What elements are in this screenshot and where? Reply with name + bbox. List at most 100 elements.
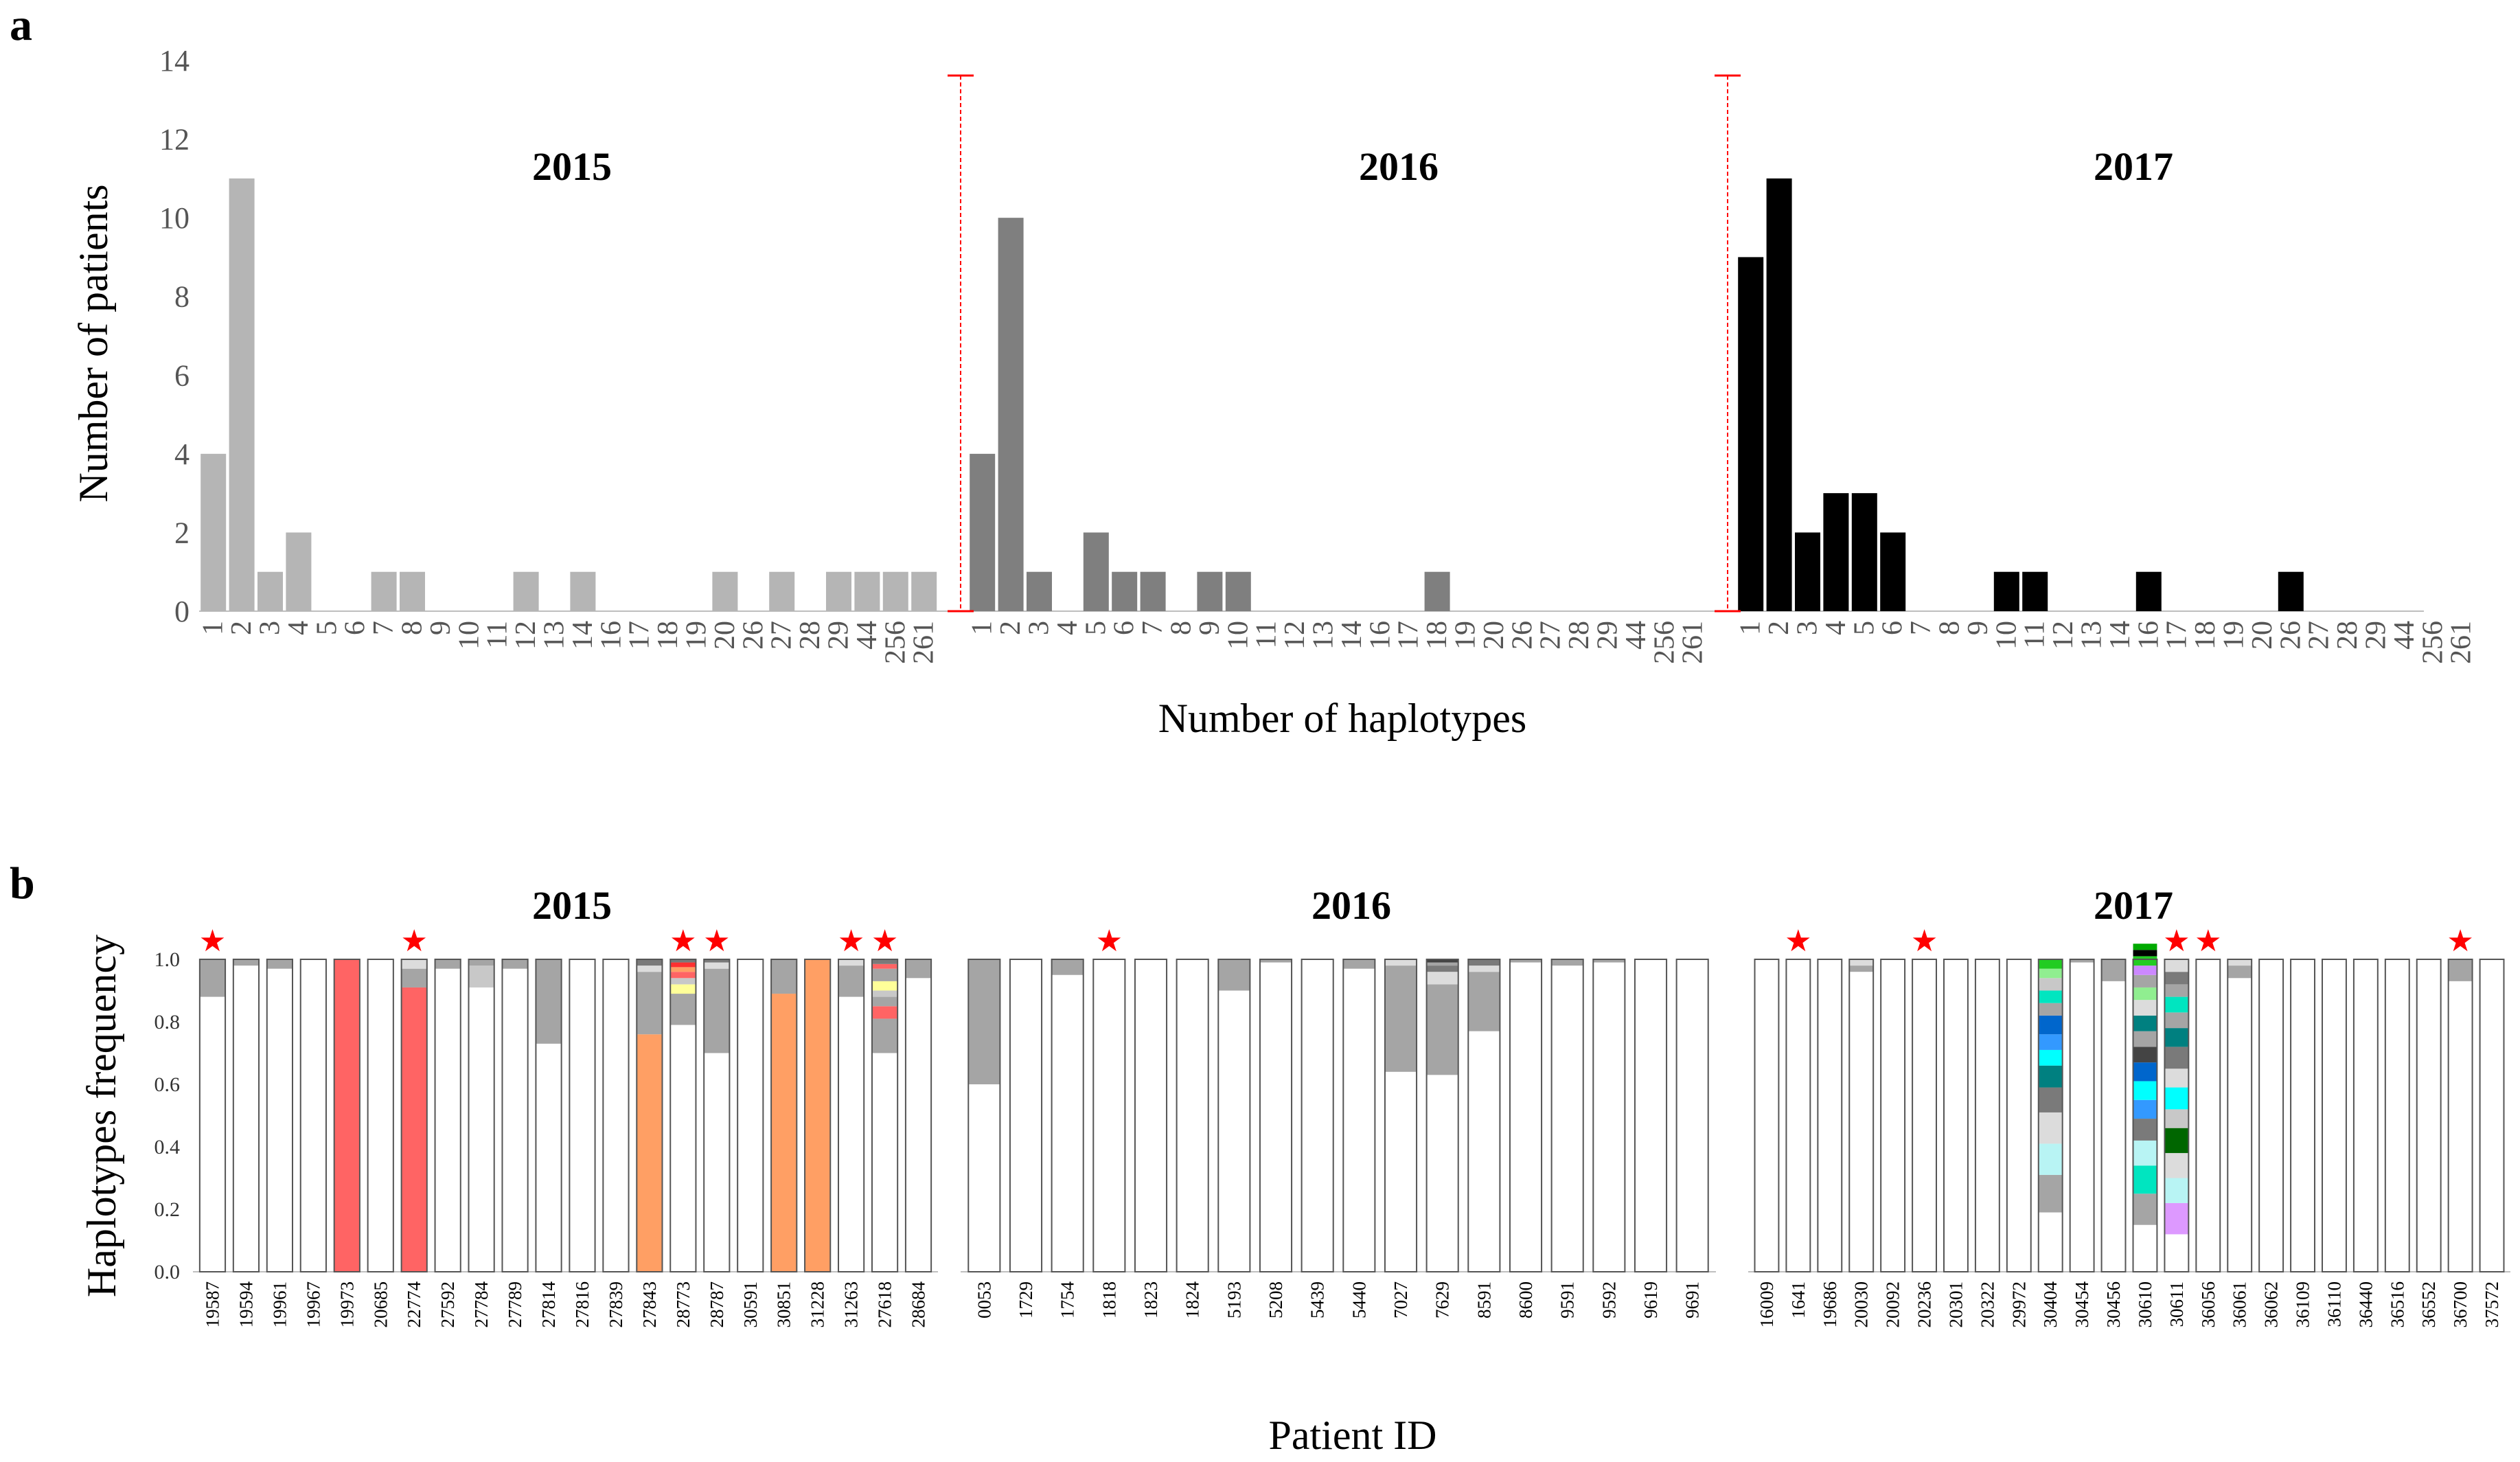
panel-b-patient-id: 19686 xyxy=(1820,1281,1840,1328)
panel-b-bar-segment xyxy=(2448,981,2473,1272)
panel-b-patient-id: 27618 xyxy=(875,1281,895,1328)
panel-b-y-tick-label: 0.6 xyxy=(154,1073,181,1096)
panel-a-x-tick-label: 26 xyxy=(2275,621,2306,650)
panel-b-bar-segment xyxy=(2385,959,2409,1272)
panel-a-x-tick-label: 18 xyxy=(1421,621,1453,650)
panel-b-bar-segment xyxy=(838,996,864,1272)
panel-b-bar-segment xyxy=(199,996,226,1272)
panel-b-bar-segment xyxy=(2164,1202,2189,1235)
panel-b-bar-segment xyxy=(2164,1128,2189,1154)
panel-a-x-tick-label: 9 xyxy=(1194,621,1226,635)
panel-b-bar-outline xyxy=(1675,959,1709,1272)
panel-b-bar-segment xyxy=(637,966,663,972)
panel-b-bar-outline xyxy=(2164,959,2190,1272)
panel-b-patient-id: 36061 xyxy=(2230,1281,2250,1328)
panel-b-bar-segment xyxy=(2322,959,2346,1272)
panel-b-bar-outline xyxy=(1509,959,1543,1272)
panel-a-x-tick-label: 2 xyxy=(226,621,257,635)
panel-b-bar-segment xyxy=(1754,959,1779,1272)
panel-b-bar-segment xyxy=(2038,1065,2063,1088)
panel-a-x-tick-label: 261 xyxy=(1677,621,1709,664)
panel-b-year-title: 2017 xyxy=(2094,883,2173,928)
panel-b-bar-segment xyxy=(2164,1178,2189,1203)
panel-a-x-tick-label: 28 xyxy=(794,621,826,650)
panel-a-bar xyxy=(1823,493,1849,611)
panel-a-x-tick-label: 20 xyxy=(1478,621,1510,650)
panel-b-bar-outline xyxy=(1259,959,1293,1272)
panel-a-x-tick-label: 14 xyxy=(2105,621,2136,650)
panel-b-bar-outline xyxy=(2258,959,2284,1272)
panel-b-chart: 0.0 0.2 0.4 0.6 0.8 1.0 2015 ★ 19587 19594 19961 19… xyxy=(154,883,2510,1328)
panel-b-bar-segment xyxy=(1676,959,1708,1272)
panel-a-y-tick-label: 8 xyxy=(174,280,190,314)
panel-b-bar-outline xyxy=(2322,959,2347,1272)
panel-b-bar-segment xyxy=(1426,972,1458,985)
panel-a-x-tick-label: 27 xyxy=(766,621,798,650)
panel-b-bar-segment xyxy=(704,968,730,1053)
panel-b-patient-id: 8600 xyxy=(1515,1281,1536,1318)
panel-b-bar-segment xyxy=(233,959,260,966)
panel-a-x-tick-label: 4 xyxy=(1820,621,1852,635)
panel-b-patient-id: 27814 xyxy=(538,1281,559,1328)
panel-b-patient-id: 20301 xyxy=(1945,1281,1966,1328)
panel-b-bar-segment xyxy=(1944,959,1968,1272)
panel-b-bar-segment xyxy=(2164,1234,2189,1272)
panel-a-x-tick-label: 5 xyxy=(311,621,343,635)
panel-a-y-tick-label: 10 xyxy=(159,201,190,235)
panel-b-bar-outline xyxy=(299,959,327,1272)
panel-b-bar-segment xyxy=(2133,1119,2157,1141)
panel-b-bar-segment xyxy=(2133,966,2157,975)
panel-b-bar-outline xyxy=(1912,959,1937,1272)
panel-a-x-tick-label: 27 xyxy=(2304,621,2335,650)
panel-b-x-axis-label: Patient ID xyxy=(1269,1413,1437,1458)
panel-b-bar-outline xyxy=(569,959,596,1272)
panel-b-patient-id: 30851 xyxy=(774,1281,794,1328)
panel-b-patient-id: 37572 xyxy=(2482,1281,2502,1328)
panel-b-bar-segment xyxy=(771,959,797,994)
panel-a-x-tick-label: 16 xyxy=(2133,621,2164,650)
panel-a-x-tick-label: 256 xyxy=(2417,621,2449,664)
panel-b-patient-id: 9619 xyxy=(1640,1281,1661,1318)
panel-b-bar-segment xyxy=(637,972,663,1035)
panel-b-y-tick-label: 1.0 xyxy=(154,948,181,971)
panel-b-bar-outline xyxy=(669,959,697,1272)
panel-a-bar xyxy=(1880,532,1906,611)
panel-b-bar-segment xyxy=(871,968,898,981)
panel-b-bar-segment xyxy=(2133,1062,2157,1082)
panel-b-bar-segment xyxy=(2070,959,2094,963)
panel-b-bar-segment xyxy=(401,968,427,987)
panel-a-x-tick-label: 261 xyxy=(908,621,940,664)
panel-b-bar-segment xyxy=(1051,974,1084,1272)
panel-b-bar-segment xyxy=(2448,959,2473,981)
panel-b-bar-segment xyxy=(1551,959,1583,966)
panel-b-bar-outline xyxy=(333,959,360,1272)
panel-b-bar-segment xyxy=(199,959,226,997)
panel-b-bar-segment xyxy=(1343,968,1375,1272)
panel-b-bar-segment xyxy=(2038,978,2063,991)
panel-b-bar-outline xyxy=(198,959,227,1272)
panel-a-x-tick-label: 27 xyxy=(1535,621,1567,650)
panel-b-bar-segment xyxy=(468,959,494,966)
panel-b-bar-segment xyxy=(2133,1099,2157,1119)
panel-b-bar-segment xyxy=(905,959,932,979)
panel-b-bar-outline xyxy=(1051,959,1084,1272)
panel-b-bar-segment xyxy=(771,994,797,1272)
panel-b-patient-id: 5440 xyxy=(1349,1281,1369,1318)
panel-b-bar-segment xyxy=(968,1084,1000,1272)
panel-a-year-title: 2017 xyxy=(2094,144,2173,189)
panel-b-bar-segment xyxy=(871,996,898,1007)
panel-b-bar-segment xyxy=(2101,981,2126,1272)
panel-b-bar-segment xyxy=(737,959,764,1272)
panel-b-patient-id: 5439 xyxy=(1307,1281,1328,1318)
panel-b-patient-id: 30591 xyxy=(740,1281,761,1328)
panel-a-bar xyxy=(882,571,908,611)
panel-b-bar-segment xyxy=(2133,987,2157,1001)
panel-b-bar-outline xyxy=(2037,959,2063,1272)
panel-b-bar-segment xyxy=(2196,959,2221,1272)
panel-b-bar-segment xyxy=(838,966,864,997)
panel-a-x-tick-label: 2 xyxy=(1763,621,1795,635)
panel-b-bar-segment xyxy=(2133,1047,2157,1063)
panel-b-bar-outline xyxy=(2100,959,2127,1272)
panel-a-bar xyxy=(1993,571,2019,611)
panel-b-patient-id: 27592 xyxy=(437,1281,458,1328)
